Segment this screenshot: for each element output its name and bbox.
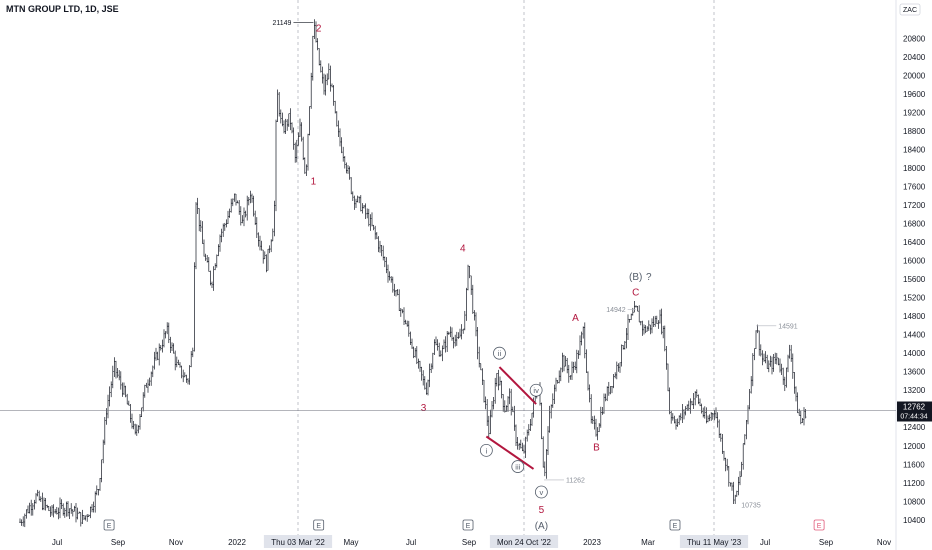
price-tick-label: 13200 bbox=[903, 386, 926, 395]
earnings-marker-label: E bbox=[316, 523, 321, 530]
price-annotation: 11262 bbox=[566, 477, 585, 484]
wave-label: 4 bbox=[460, 243, 466, 254]
circled-wave-marker bbox=[493, 346, 506, 360]
price-annotation: 14591 bbox=[778, 323, 798, 330]
circled-wave-label: v bbox=[540, 488, 544, 497]
wedge-trendline bbox=[485, 435, 535, 470]
wave-label: ? bbox=[646, 272, 652, 283]
time-tick-label: May bbox=[343, 538, 358, 547]
time-highlight-bg bbox=[263, 535, 333, 548]
earnings-marker bbox=[669, 519, 681, 531]
last-price-marker: 12762 07:44:34 bbox=[0, 401, 932, 422]
price-tick-label: 19200 bbox=[903, 109, 926, 118]
price-tick-label: 17200 bbox=[903, 201, 926, 210]
earnings-marker bbox=[103, 519, 115, 531]
time-tick-label: Jul bbox=[406, 538, 416, 547]
price-tick-label: 11600 bbox=[903, 460, 925, 469]
earnings-marker bbox=[813, 519, 825, 531]
circled-wave-marker bbox=[511, 460, 525, 473]
time-tick-label: Jul bbox=[760, 538, 770, 547]
circled-wave-label: ii bbox=[498, 349, 502, 358]
wedge-trendline bbox=[498, 366, 537, 405]
time-tick-label: Nov bbox=[169, 538, 183, 547]
time-tick-label: Thu 03 Mar '22 bbox=[271, 538, 325, 547]
price-tick-label: 10400 bbox=[903, 516, 926, 525]
last-price-value: 12762 bbox=[903, 402, 926, 411]
time-tick-label: Sep bbox=[462, 538, 477, 547]
price-tick-label: 12000 bbox=[903, 442, 926, 451]
circled-wave-label: i bbox=[486, 446, 488, 455]
earnings-marker-label: E bbox=[466, 523, 471, 530]
circled-wave-marker bbox=[534, 485, 548, 499]
price-tick-label: 15200 bbox=[903, 294, 926, 303]
time-axis[interactable]: Jul Sep Nov 2022 Thu 03 Mar '22 May Jul Sep Mon … bbox=[52, 535, 891, 548]
price-tick-label: 19600 bbox=[903, 90, 926, 99]
price-tick-label: 12400 bbox=[903, 423, 926, 432]
wave-label: 1 bbox=[311, 176, 317, 187]
price-tick-label: 18800 bbox=[903, 127, 926, 136]
time-tick-label: Sep bbox=[819, 538, 834, 547]
time-highlight-bg bbox=[679, 535, 749, 548]
currency-label: ZAC bbox=[903, 7, 917, 14]
price-tick-label: 11200 bbox=[903, 479, 925, 488]
time-highlight-bg bbox=[489, 535, 559, 548]
price-tick-label: 18400 bbox=[903, 146, 926, 155]
wave-label: C bbox=[632, 287, 639, 298]
time-tick-label: Thu 11 May '23 bbox=[687, 538, 742, 547]
time-tick-label: Jul bbox=[52, 538, 62, 547]
wave-label: 3 bbox=[421, 403, 427, 414]
price-tick-label: 15600 bbox=[903, 275, 926, 284]
earnings-marker-label: E bbox=[107, 523, 112, 530]
earnings-marker-label: E bbox=[673, 523, 678, 530]
price-tick-label: 14800 bbox=[903, 312, 926, 321]
circled-wave-label: iii bbox=[515, 463, 520, 472]
wave-label: B bbox=[593, 442, 600, 453]
earnings-marker bbox=[462, 519, 474, 531]
time-tick-label: Mar bbox=[641, 538, 655, 547]
wave-label: A bbox=[572, 313, 579, 324]
time-tick-label: Nov bbox=[877, 538, 891, 547]
time-tick-label: Mon 24 Oct '22 bbox=[497, 538, 552, 547]
circled-wave-marker bbox=[479, 443, 493, 457]
time-tick-label: 2023 bbox=[583, 538, 601, 547]
price-tick-label: 14000 bbox=[903, 349, 926, 358]
time-tick-label: 2022 bbox=[228, 538, 246, 547]
price-annotation: 21149 bbox=[272, 20, 291, 27]
countdown-value: 07:44:34 bbox=[900, 413, 927, 420]
price-tick-label: 16400 bbox=[903, 238, 926, 247]
circled-wave-label: iv bbox=[533, 386, 539, 395]
price-tick-label: 14400 bbox=[903, 331, 926, 340]
price-tick-label: 20000 bbox=[903, 72, 926, 81]
circled-wave-marker bbox=[529, 383, 543, 397]
price-tick-label: 20800 bbox=[903, 35, 926, 44]
ohlc-bars bbox=[19, 19, 807, 528]
price-tick-label: 16000 bbox=[903, 257, 926, 266]
earnings-marker-label: E bbox=[817, 523, 822, 530]
price-tick-label: 16800 bbox=[903, 220, 926, 229]
price-axis[interactable]: 1040010800112001160012000124001280013200… bbox=[903, 35, 926, 525]
price-annotations: 21149 14942 11262 14591 10735 bbox=[272, 20, 797, 509]
wave-label: 5 bbox=[539, 505, 545, 516]
chart-title: MTN GROUP LTD, 1D, JSE bbox=[6, 4, 119, 14]
wave-label: 2 bbox=[316, 24, 322, 35]
price-tick-label: 13600 bbox=[903, 368, 926, 377]
price-tick-label: 20400 bbox=[903, 53, 926, 62]
price-annotation: 14942 bbox=[606, 307, 626, 314]
price-tick-label: 10800 bbox=[903, 497, 926, 506]
currency-badge[interactable]: ZAC bbox=[899, 3, 921, 16]
trendlines bbox=[485, 366, 537, 470]
wave-label: (A) bbox=[535, 521, 548, 532]
price-tick-label: 18000 bbox=[903, 164, 926, 173]
price-annotation: 10735 bbox=[741, 502, 761, 509]
wave-label: (B) bbox=[629, 272, 642, 283]
price-tick-label: 17600 bbox=[903, 183, 926, 192]
last-price-badge bbox=[897, 401, 932, 422]
time-tick-label: Sep bbox=[111, 538, 126, 547]
crosshair-guides bbox=[297, 0, 715, 535]
earnings-marker bbox=[313, 519, 325, 531]
